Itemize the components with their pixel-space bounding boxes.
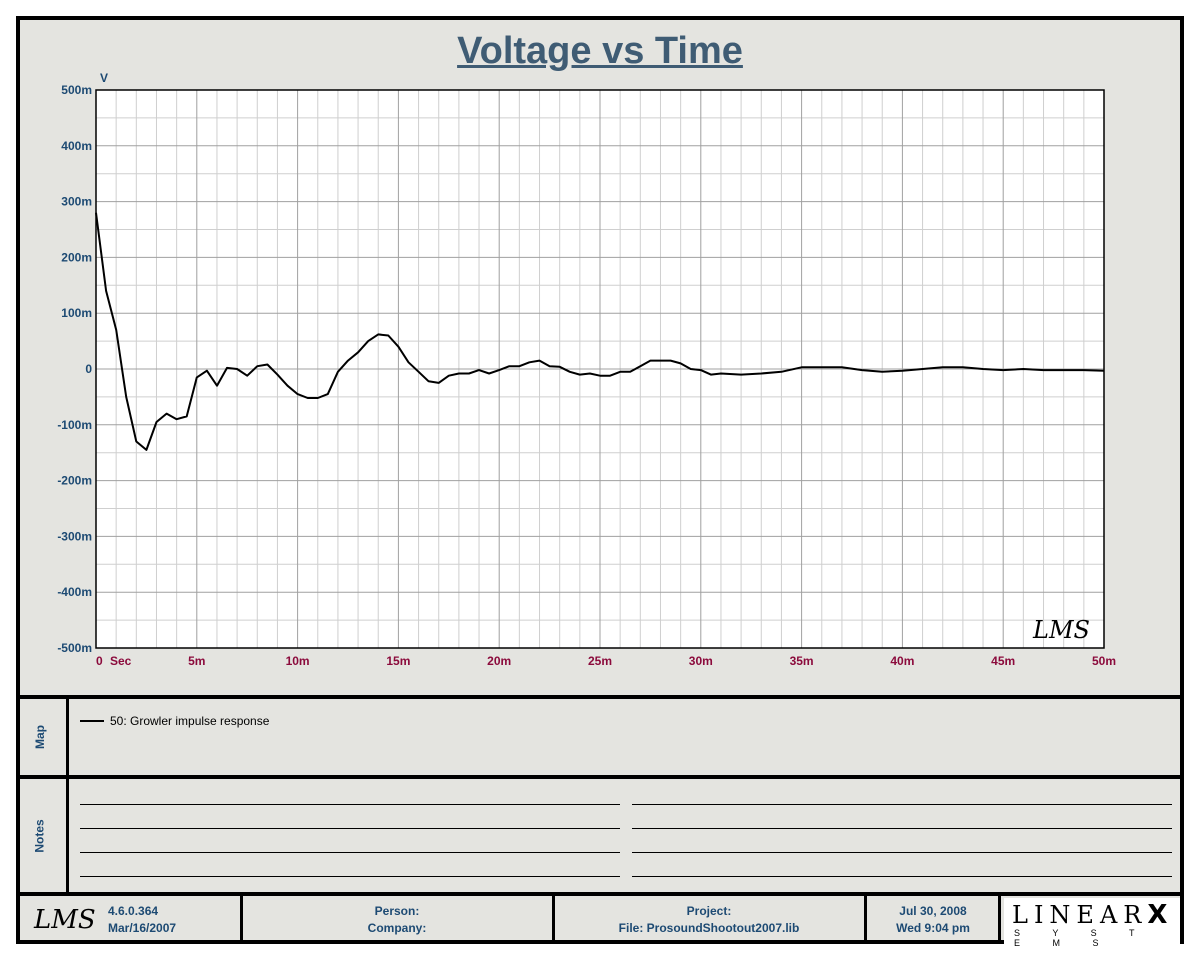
map-label: Map (33, 725, 47, 749)
date-field: Jul 30, 2008 (899, 904, 967, 918)
chart-title: Voltage vs Time (457, 30, 743, 72)
brand-x: X (1147, 900, 1174, 930)
y-tick-label: 100m (61, 306, 92, 320)
y-tick-label: -400m (57, 585, 92, 599)
notes-line[interactable] (80, 804, 620, 805)
notes-line[interactable] (80, 828, 620, 829)
footer-divider (552, 896, 555, 944)
x-tick-label: 10m (286, 654, 310, 668)
x-tick-label: 35m (790, 654, 814, 668)
chart-panel: Voltage vs Time 500m 400m 300m 200m 100m 0 -10… (20, 20, 1180, 696)
footer-divider (864, 896, 867, 944)
legend-entry: 50: Growler impulse response (80, 714, 269, 728)
brand-name: LINEAR (1012, 901, 1148, 929)
x-tick-label: 30m (689, 654, 713, 668)
version-number: 4.6.0.364 (108, 904, 159, 918)
project-field: Project: (686, 904, 732, 918)
panel-divider (20, 892, 1180, 896)
chart-plot: 500m 400m 300m 200m 100m 0 -100m -200m -300m -400… (57, 71, 1116, 668)
y-axis-label: V (100, 71, 108, 85)
notes-line[interactable] (80, 852, 620, 853)
legend-label: 50: Growler impulse response (110, 714, 270, 728)
notes-line[interactable] (632, 852, 1172, 853)
series-line (95, 212, 1105, 451)
person-field: Person: (374, 904, 420, 918)
x-axis-label: Sec (110, 654, 132, 668)
notes-label: Notes (33, 818, 47, 853)
y-tick-label: 500m (61, 83, 92, 97)
version-info: 4.6.0.364 Mar/16/2007 (108, 896, 238, 944)
person-info: Person: Company: (244, 896, 550, 944)
time-field: Wed 9:04 pm (896, 921, 970, 935)
brand-subtitle: S Y S T E M S (1014, 928, 1150, 948)
map-divider (66, 699, 69, 775)
x-tick-label: 25m (588, 654, 612, 668)
x-tick-label: 0 (96, 654, 103, 668)
notes-line[interactable] (80, 876, 620, 877)
panel-divider (20, 775, 1180, 779)
footer-divider (240, 896, 243, 944)
notes-line[interactable] (632, 876, 1172, 877)
panel-divider (20, 695, 1180, 699)
x-tick-label: 50m (1092, 654, 1116, 668)
x-tick-label: 5m (188, 654, 205, 668)
x-tick-label: 45m (991, 654, 1015, 668)
legend-swatch (80, 720, 104, 722)
notes-line[interactable] (632, 804, 1172, 805)
x-tick-label: 20m (487, 654, 511, 668)
y-tick-label: -100m (57, 418, 92, 432)
footer-divider (998, 896, 1001, 944)
date-info: Jul 30, 2008 Wed 9:04 pm (868, 896, 998, 944)
y-tick-label: 300m (61, 195, 92, 209)
x-tick-label: 15m (386, 654, 410, 668)
plot-border (95, 89, 1105, 649)
y-tick-label: 400m (61, 139, 92, 153)
linearx-logo: LINEARX S Y S T E M S (1004, 898, 1180, 948)
lms-watermark: LMS (1032, 616, 1090, 644)
lms-logo: LMS (34, 904, 96, 935)
y-tick-label: 200m (61, 250, 92, 264)
y-tick-label: 0 (85, 362, 92, 376)
y-tick-label: -300m (57, 529, 92, 543)
y-tick-label: -200m (57, 474, 92, 488)
project-info: Project: File: ProsoundShootout2007.lib (556, 896, 862, 944)
report-frame: Voltage vs Time 500m 400m 300m 200m 100m 0 -10… (16, 16, 1184, 948)
x-tick-label: 40m (890, 654, 914, 668)
version-date: Mar/16/2007 (108, 921, 177, 935)
notes-divider (66, 779, 69, 892)
company-field: Company: (367, 921, 427, 935)
y-tick-label: -500m (57, 641, 92, 655)
notes-line[interactable] (632, 828, 1172, 829)
file-field: File: ProsoundShootout2007.lib (618, 921, 800, 935)
